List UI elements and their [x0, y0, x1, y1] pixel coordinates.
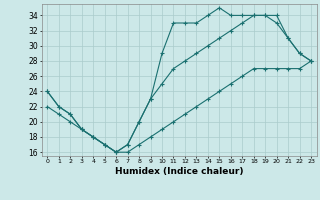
X-axis label: Humidex (Indice chaleur): Humidex (Indice chaleur)	[115, 167, 244, 176]
